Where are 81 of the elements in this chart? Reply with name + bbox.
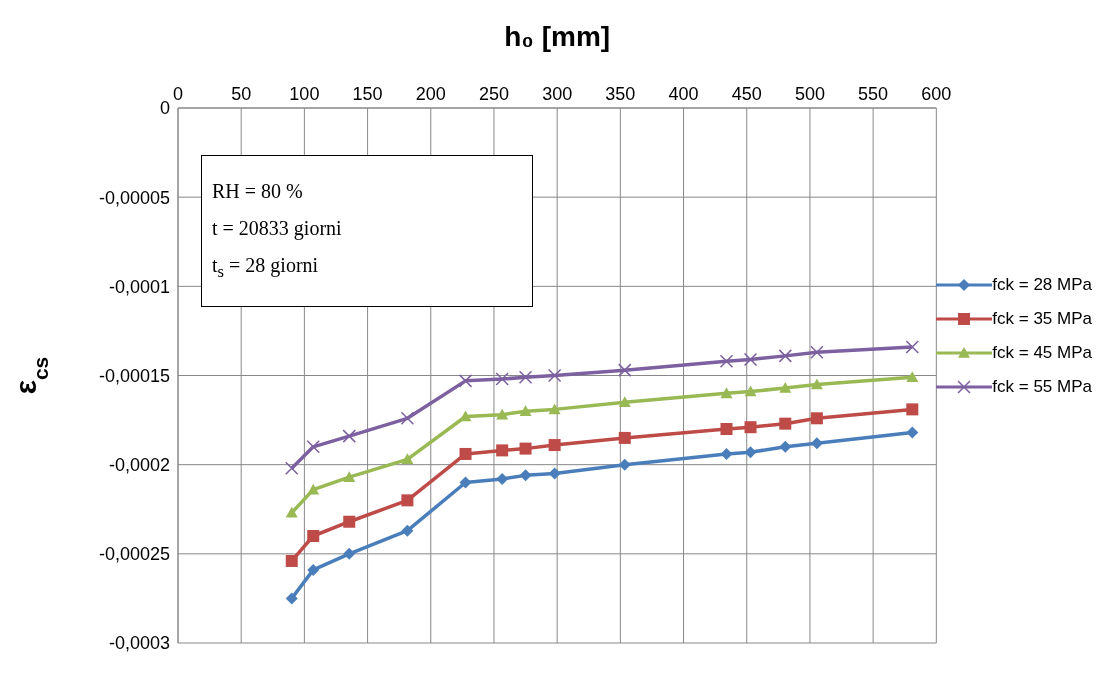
point [905,340,920,354]
point [720,387,733,399]
point [548,439,561,452]
point [459,447,472,460]
point [519,469,532,482]
point [458,374,473,388]
point [400,411,415,426]
legend-label: fck = 35 MPa [992,308,1092,329]
point [285,506,298,518]
point [343,471,356,482]
point [401,453,414,465]
point [779,417,792,430]
point [618,431,631,444]
point [778,349,793,363]
x-tick-label: 500 [794,84,825,104]
point [906,426,919,439]
point [343,515,356,528]
point [285,461,299,475]
annotation: t$_{s}$ = 28 giorni [212,254,320,282]
point [518,370,533,385]
point [810,345,824,360]
point [342,429,356,443]
x-axis-title: h₀ [mm] [504,21,611,52]
point [496,408,509,420]
annotation: t = 20833 giorni [212,217,343,240]
point [810,378,823,390]
y-tick-label: -0,0003 [108,633,170,654]
point [720,423,733,435]
point [779,381,792,393]
point [285,554,298,567]
point [459,476,472,489]
x-tick-label: 600 [921,84,952,104]
x-tick-label: 100 [289,84,320,104]
point [306,440,320,454]
point [519,405,532,416]
point [720,447,733,460]
note-box: RH = 80 % t = 20833 giorni t$_{s}$ = 28 giorni [201,155,533,307]
point [548,403,561,415]
x-tick-label: 450 [731,84,762,104]
point [285,592,298,605]
point [618,396,631,408]
point [906,371,919,383]
x-tick-label: 250 [478,84,509,104]
y-tick-label: -0,0001 [108,276,170,297]
y-tick-label: -0,00005 [98,187,170,208]
legend-label: fck = 45 MPa [992,342,1092,363]
point [547,368,562,383]
y-tick-label: -0,00015 [98,365,170,386]
annotation: RH = 80 % [212,180,304,203]
point [744,421,757,434]
x-tick-label: 150 [352,84,383,104]
x-tick-label: 200 [415,84,446,104]
point [307,563,320,576]
x-tick-label: 0 [172,84,184,104]
point [744,385,757,397]
point [307,530,320,542]
y-tick-label: -0,0002 [108,455,170,476]
point [906,403,919,416]
x-tick-label: 300 [542,84,573,104]
point [401,524,414,537]
y-tick-label: 0 [159,98,170,119]
point [779,440,792,453]
point [496,444,509,457]
x-tick-label: 550 [858,84,889,104]
point [495,372,509,386]
point [719,354,734,368]
x-tick-label: 50 [231,84,252,104]
point [519,442,532,455]
point [307,483,320,495]
point [401,494,414,507]
x-tick-label: 350 [605,84,636,104]
point [618,363,632,377]
point [810,412,823,425]
legend-label: fck = 55 MPa [992,376,1092,397]
point [743,352,758,367]
point [618,458,631,471]
point [343,547,356,560]
x-tick-label: 400 [668,84,699,104]
legend-label: fck = 28 MPa [992,274,1092,295]
y-tick-label: -0,00025 [98,544,170,565]
point [496,472,509,485]
